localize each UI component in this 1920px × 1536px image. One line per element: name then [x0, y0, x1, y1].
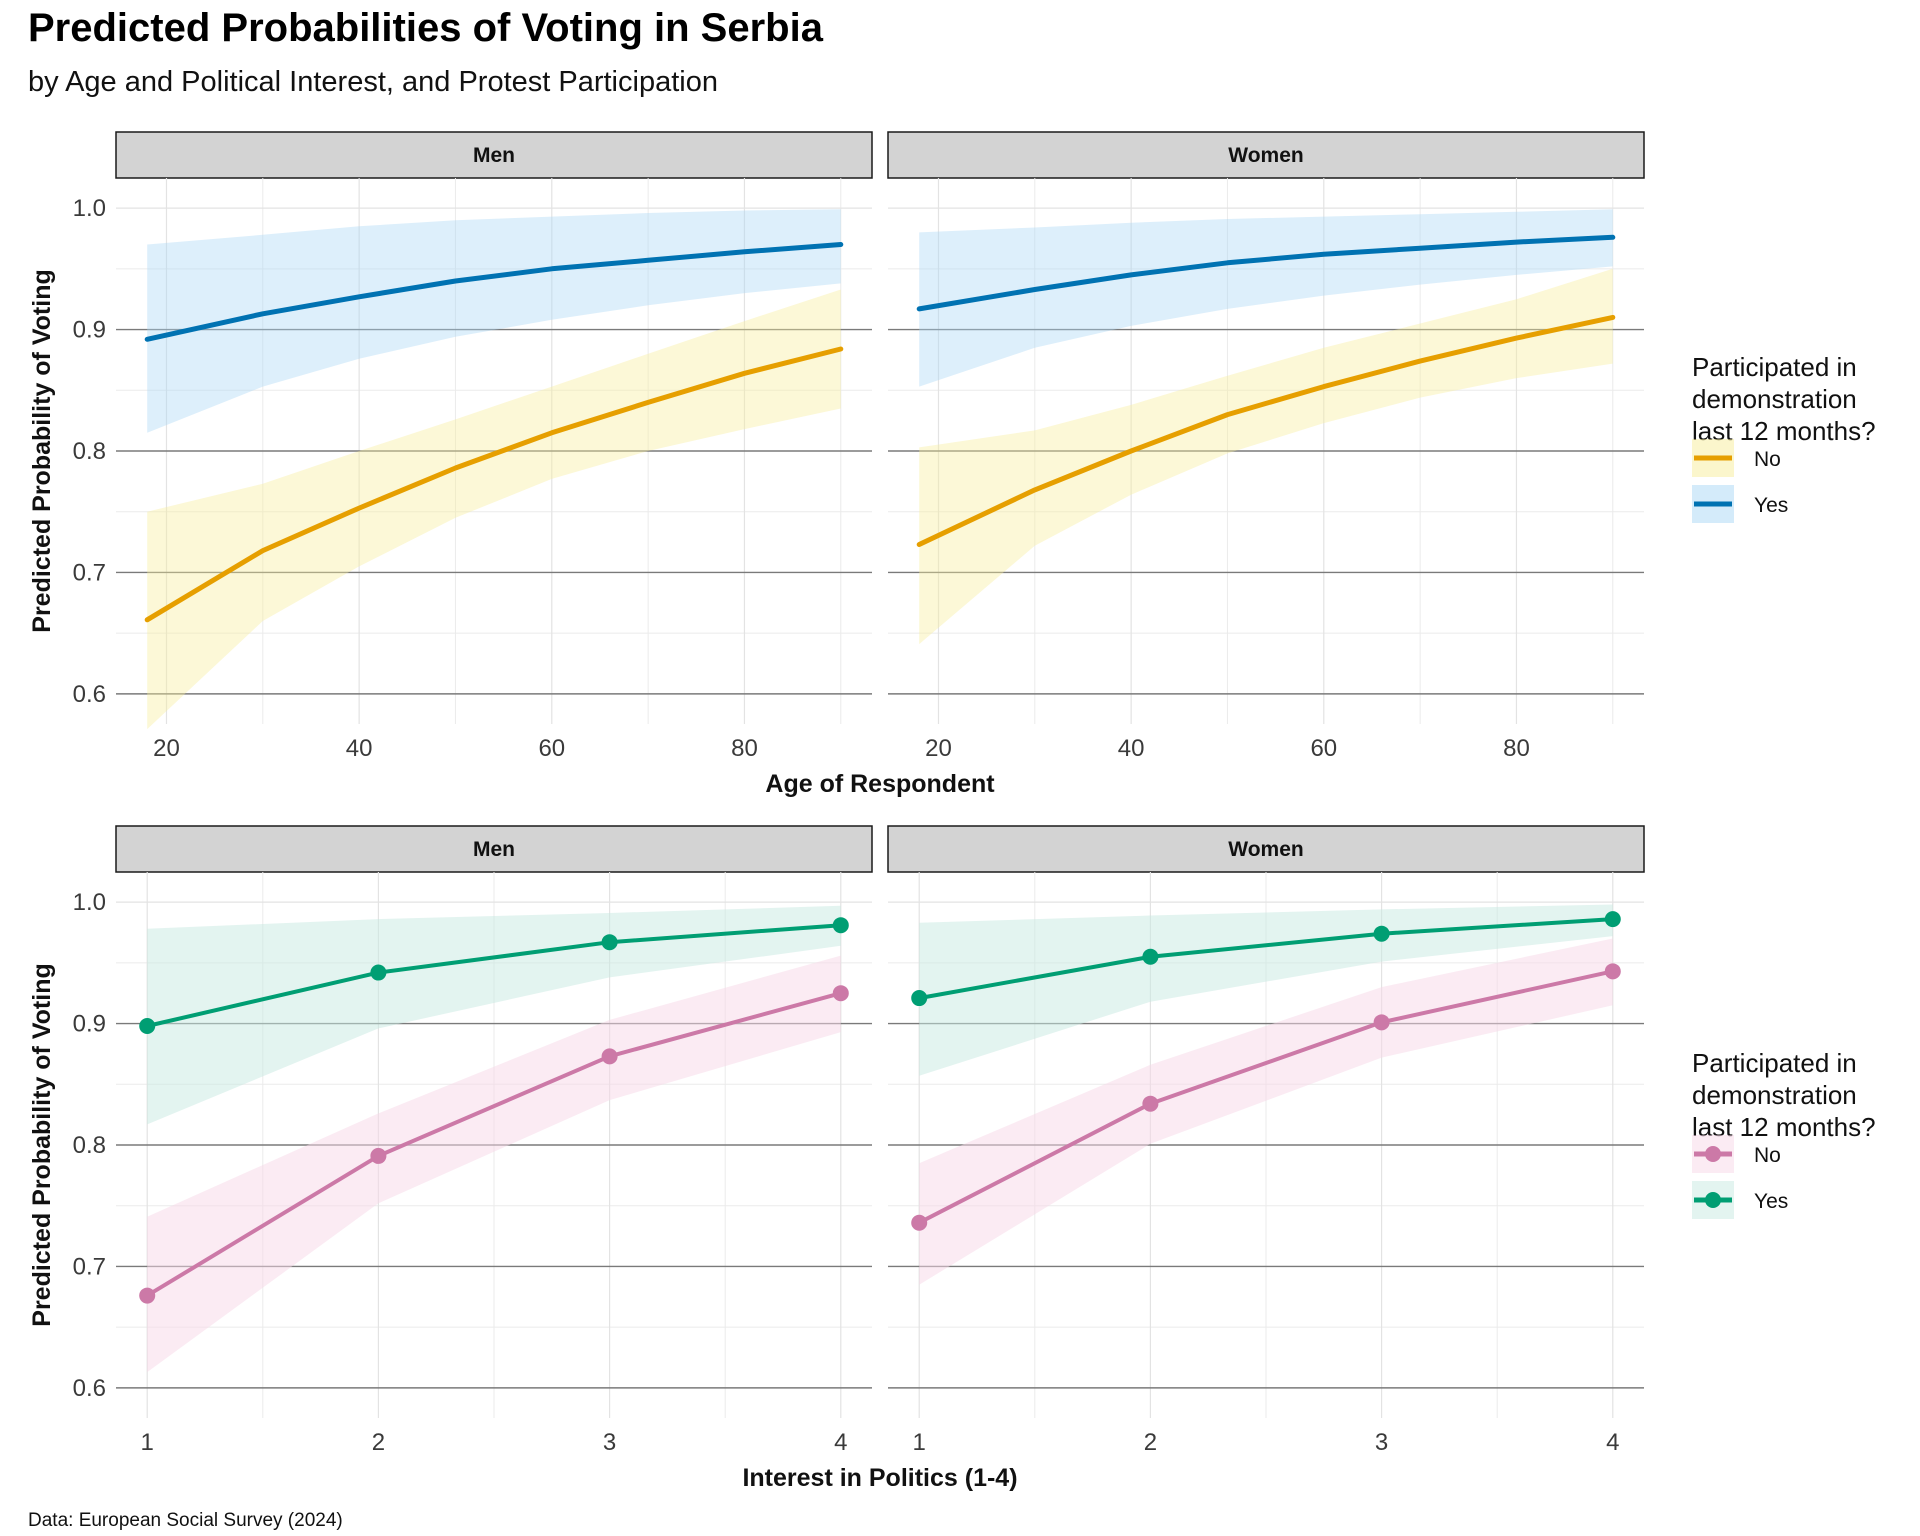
line-no — [145, 991, 843, 1298]
y-tick-label: 0.9 — [73, 1011, 106, 1038]
point-yes — [1604, 911, 1621, 928]
line-no — [917, 969, 1615, 1225]
line-yes — [145, 923, 843, 1028]
chart-title: Predicted Probabilities of Voting in Ser… — [28, 6, 823, 50]
panel-1-men: Men 1 2 3 4 0.6 0.7 0.8 0.9 1.0 — [73, 825, 873, 1456]
x-tick-label: 40 — [346, 735, 373, 762]
x-tick-label: 20 — [925, 735, 952, 762]
y-tick-label: 0.6 — [73, 681, 106, 708]
legend-key-point — [1705, 1192, 1721, 1208]
point-no — [139, 1287, 156, 1304]
panel-1-women: Women 1 2 3 4 — [887, 825, 1645, 1456]
point-no — [911, 1214, 928, 1231]
point-yes — [1142, 948, 1159, 965]
legend-title-line: demonstration — [1692, 384, 1857, 414]
panel-0-men: Men 20 40 60 80 0.6 0.7 0.8 0.9 1.0 — [73, 131, 873, 762]
panel-0-women: Women 20 40 60 80 — [887, 131, 1645, 762]
legend-title-line: Participated in — [1692, 1048, 1857, 1078]
y-tick-label: 1.0 — [73, 889, 106, 916]
point-no — [601, 1048, 618, 1065]
facet-strip — [887, 131, 1645, 179]
x-tick-label: 20 — [153, 735, 180, 762]
legend-title-line: demonstration — [1692, 1080, 1857, 1110]
x-tick-label: 4 — [834, 1429, 847, 1456]
line-no — [144, 346, 844, 623]
point-no — [1142, 1095, 1159, 1112]
point-no — [1604, 963, 1621, 980]
x-tick-label: 1 — [913, 1429, 926, 1456]
y-tick-label: 0.7 — [73, 559, 106, 586]
legend-label-yes: Yes — [1754, 1190, 1788, 1213]
line-yes — [144, 242, 844, 342]
line-no — [916, 314, 1616, 547]
facet-strip — [115, 131, 873, 179]
facet-label-men: Men — [473, 144, 515, 167]
ribbon-no — [147, 289, 841, 730]
facet-strip — [115, 825, 873, 873]
ribbon-no — [919, 938, 1613, 1285]
y-axis-title: Predicted Probability of Voting — [28, 269, 56, 632]
facet-label-men: Men — [473, 838, 515, 861]
point-no — [832, 985, 849, 1002]
x-tick-label: 60 — [538, 735, 565, 762]
ribbon-no — [919, 268, 1613, 645]
line-yes — [916, 234, 1616, 312]
y-tick-label: 0.9 — [73, 317, 106, 344]
x-tick-label: 3 — [1375, 1429, 1388, 1456]
x-tick-label: 60 — [1310, 735, 1337, 762]
point-yes — [911, 990, 928, 1007]
data-caption: Data: European Social Survey (2024) — [28, 1510, 343, 1531]
x-tick-label: 2 — [372, 1429, 385, 1456]
y-tick-label: 0.8 — [73, 1132, 106, 1159]
point-yes — [1373, 925, 1390, 942]
point-no — [370, 1147, 387, 1164]
y-tick-label: 1.0 — [73, 195, 106, 222]
ribbon-yes — [147, 905, 841, 1125]
y-tick-label: 0.6 — [73, 1375, 106, 1402]
ribbon-yes — [919, 904, 1613, 1076]
x-axis-title: Interest in Politics (1-4) — [742, 1464, 1017, 1492]
x-tick-label: 40 — [1118, 735, 1145, 762]
ribbon-yes — [147, 209, 841, 433]
legend-label-no: No — [1754, 1144, 1781, 1167]
x-axis-title: Age of Respondent — [765, 770, 995, 798]
point-yes — [370, 964, 387, 981]
point-no — [1373, 1014, 1390, 1031]
point-yes — [139, 1017, 156, 1034]
facet-strip — [887, 825, 1645, 873]
point-yes — [601, 934, 618, 951]
legend-label-no: No — [1754, 448, 1781, 471]
y-axis-title: Predicted Probability of Voting — [28, 963, 56, 1326]
x-tick-label: 4 — [1606, 1429, 1619, 1456]
y-tick-label: 0.7 — [73, 1253, 106, 1280]
chart-subtitle: by Age and Political Interest, and Prote… — [28, 66, 718, 98]
line-yes — [917, 917, 1615, 1001]
x-tick-label: 80 — [731, 735, 758, 762]
legend-label-yes: Yes — [1754, 494, 1788, 517]
facet-label-women: Women — [1228, 144, 1303, 167]
ribbon-yes — [919, 209, 1613, 387]
facet-label-women: Women — [1228, 838, 1303, 861]
legend-key-point — [1705, 1146, 1721, 1162]
x-tick-label: 3 — [603, 1429, 616, 1456]
x-tick-label: 1 — [141, 1429, 154, 1456]
legend-title-line: Participated in — [1692, 352, 1857, 382]
ribbon-no — [147, 955, 841, 1373]
point-yes — [832, 917, 849, 934]
y-tick-label: 0.8 — [73, 438, 106, 465]
x-tick-label: 2 — [1144, 1429, 1157, 1456]
x-tick-label: 80 — [1503, 735, 1530, 762]
